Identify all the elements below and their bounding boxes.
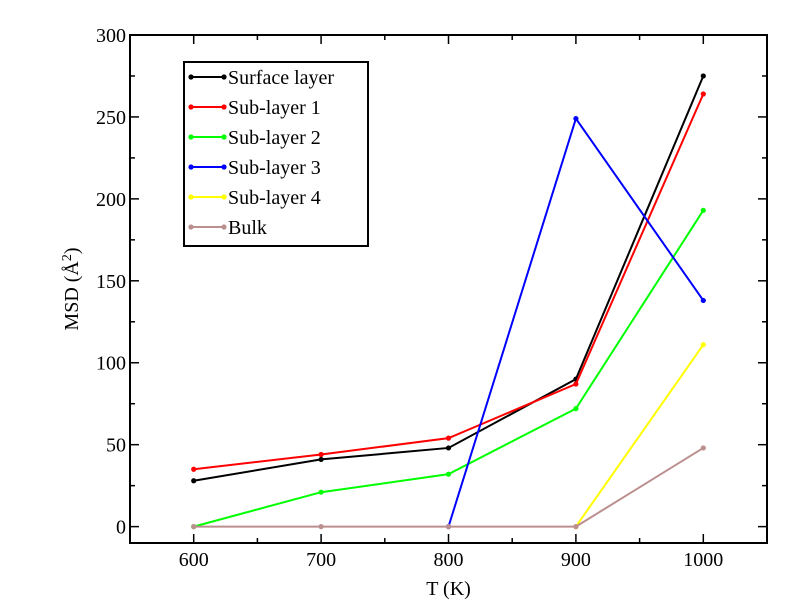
x-tick-label: 700 [306,549,336,571]
legend-label: Sub-layer 4 [228,187,321,209]
data-point [445,435,452,441]
series-surface-layer [191,73,706,484]
legend: Surface layer Sub-layer 1 Sub-layer 2 Sub-l… [183,61,369,247]
data-point [573,406,579,412]
data-point [318,524,324,530]
legend-item: Sub-layer 1 [188,97,321,119]
legend-marker [221,134,227,140]
data-point [445,471,452,477]
x-tick-label: 900 [561,549,591,571]
data-point [700,445,706,451]
legend-marker [221,104,227,110]
y-tick-label: 200 [96,189,126,211]
data-point [191,524,197,530]
y-axis-label-close: ) [61,247,83,254]
data-point [445,524,452,530]
legend-item: Sub-layer 3 [188,157,321,179]
data-point [318,489,324,495]
x-tick-label: 1000 [683,549,723,571]
data-point [700,207,706,213]
y-axis-label-exponent: 2 [60,254,75,261]
legend-item: Bulk [188,217,267,239]
y-axis-label: MSD (Å2) [60,247,84,330]
y-axis-label-main: MSD ( [61,275,83,330]
data-point [573,524,579,530]
legend-label: Bulk [228,217,267,239]
ticks-layer: 600 700 800 900 1000 0 50 100 150 200 250 300 [96,25,767,571]
data-point [318,451,324,458]
legend-item: Sub-layer 4 [188,187,321,209]
x-tick-label: 600 [179,549,209,571]
legend-marker [188,194,194,200]
series-layer [191,73,706,530]
legend-marker [221,224,227,230]
y-axis-label-unit: Å [61,261,83,276]
data-point [318,456,324,463]
legend-item: Sub-layer 2 [188,127,321,149]
series-bulk [191,445,706,530]
legend-label: Sub-layer 1 [228,97,321,119]
data-point [700,73,706,79]
legend-marker [221,194,227,200]
series-line [575,344,705,528]
legend-item: Surface layer [188,67,334,89]
series-sub-layer-1 [191,91,706,472]
y-tick-label: 0 [116,517,126,539]
data-point [573,115,579,122]
y-tick-label: 50 [106,435,126,457]
y-tick-label: 100 [96,353,126,375]
y-tick-label: 300 [96,25,126,47]
legend-marker [188,164,194,170]
legend-marker [221,74,227,80]
data-point [573,381,579,387]
legend-marker [188,134,194,140]
legend-marker [221,164,227,170]
legend-label: Sub-layer 2 [228,127,321,149]
data-point [445,445,452,451]
data-point [700,91,706,97]
data-point [191,466,197,472]
legend-marker [188,74,194,80]
data-point [700,297,706,304]
data-point [700,342,706,348]
legend-marker [188,104,194,110]
y-tick-label: 250 [96,107,126,129]
x-axis-label: T (K) [426,578,471,600]
data-point [191,478,197,484]
series-sub-layer-4 [573,342,706,530]
legend-marker [188,224,194,230]
legend-box [183,61,369,247]
legend-label: Sub-layer 3 [228,157,321,179]
y-tick-label: 150 [96,271,126,293]
legend-label: Surface layer [228,67,334,89]
x-tick-label: 800 [434,549,464,571]
